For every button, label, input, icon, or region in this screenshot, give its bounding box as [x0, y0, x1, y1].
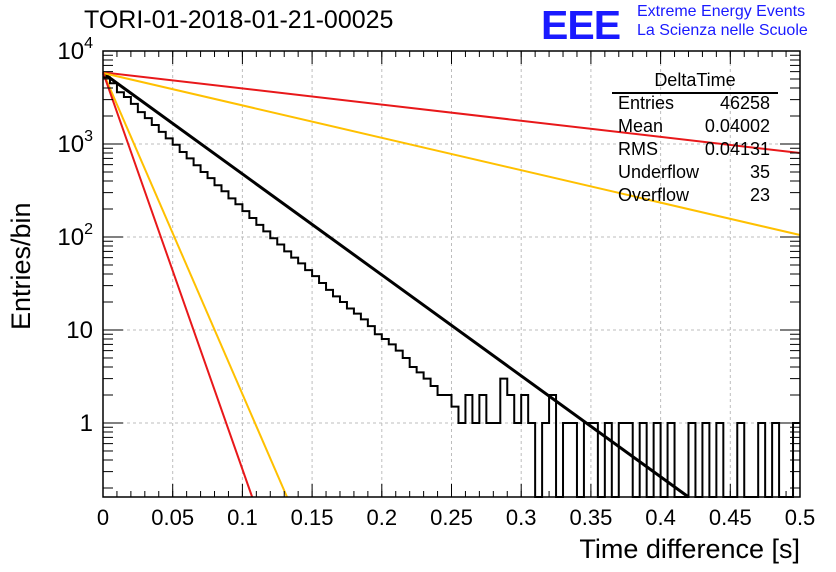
x-tick-label: 0.25	[430, 505, 473, 530]
x-tick-label: 0	[97, 505, 109, 530]
stats-divider	[612, 92, 778, 94]
stats-value: 0.04002	[704, 116, 770, 136]
x-tick-label: 0.15	[291, 505, 334, 530]
stats-key: Overflow	[618, 185, 690, 205]
x-tick-label: 0.5	[785, 505, 816, 530]
stats-row: RMS 0.04131	[618, 139, 770, 161]
stats-row: Underflow 35	[618, 162, 770, 184]
eee-logo: EEE	[541, 2, 621, 48]
x-tick-label: 0.4	[645, 505, 676, 530]
y-tick-label: 10	[66, 317, 93, 344]
x-tick-label: 0.3	[506, 505, 537, 530]
x-tick-label: 0.35	[569, 505, 612, 530]
fit-curve-2	[102, 72, 801, 236]
stats-key: Underflow	[618, 162, 700, 182]
x-tick-label: 0.45	[709, 505, 752, 530]
x-tick-label: 0.05	[151, 505, 194, 530]
stats-value: 35	[749, 162, 770, 182]
logo-subtitle-2: La Scienza nelle Scuole	[637, 22, 808, 39]
chart-title: TORI-01-2018-01-21-00025	[84, 6, 394, 34]
stats-row: Mean 0.04002	[618, 116, 770, 138]
stats-row: Entries 46258	[618, 93, 770, 115]
stats-key: RMS	[618, 139, 658, 159]
axis-ticks	[102, 50, 801, 497]
stats-value: 23	[749, 185, 770, 205]
x-axis-label: Time difference [s]	[579, 534, 800, 564]
stats-key: Mean	[618, 116, 664, 136]
logo-subtitle-1: Extreme Energy Events	[637, 3, 806, 20]
stats-row: Overflow 23	[618, 185, 770, 207]
stats-key: Entries	[618, 93, 675, 113]
y-tick-label: 102	[57, 221, 93, 251]
fit-curves	[102, 71, 801, 499]
fit-curve-1	[102, 71, 801, 155]
tick-labels: 0 0.05 0.1 0.15 0.2 0.25 0.3 0.35 0.4 0.45 0.5 1 10 1…	[57, 35, 815, 530]
x-tick-label: 0.1	[227, 505, 258, 530]
fit-curve-3	[102, 71, 288, 498]
y-tick-label: 1	[80, 410, 93, 437]
stats-box: DeltaTime Entries 46258 Mean 0.04002 RMS…	[610, 68, 780, 216]
stats-value: 46258	[719, 93, 770, 113]
y-tick-label: 103	[57, 128, 93, 158]
y-tick-label: 104	[57, 35, 93, 65]
stats-title: DeltaTime	[654, 70, 736, 90]
histogram-outline	[103, 76, 800, 498]
stats-value: 0.04131	[704, 139, 770, 159]
histogram	[103, 76, 800, 498]
fit-curve-4	[102, 71, 254, 498]
fit-curve-0	[102, 71, 690, 499]
grid-lines	[103, 51, 800, 497]
y-axis-label: Entries/bin	[6, 202, 36, 330]
x-tick-label: 0.2	[367, 505, 398, 530]
